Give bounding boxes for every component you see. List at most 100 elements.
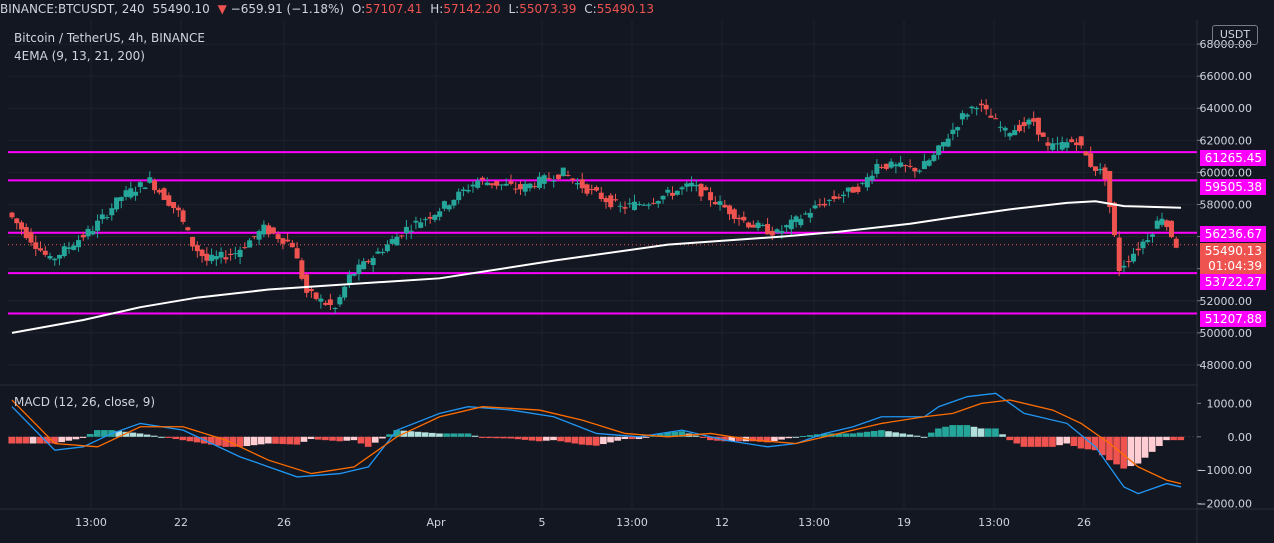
level-label: 61265.45: [1200, 150, 1266, 166]
candle-body: [370, 258, 376, 265]
macd-histogram-bar: [357, 436, 365, 444]
macd-histogram-bar: [1013, 436, 1021, 444]
candle-body: [180, 210, 186, 222]
macd-histogram-bar: [300, 436, 308, 442]
candle-body: [926, 160, 932, 166]
candle-body: [38, 248, 44, 251]
candle-body: [190, 236, 196, 247]
currency-unit-button[interactable]: USDT: [1212, 25, 1258, 45]
macd-histogram-bar: [970, 426, 978, 437]
candle-body: [522, 183, 528, 192]
candle-body: [47, 255, 53, 259]
candle-body: [1092, 166, 1098, 171]
candle-body: [418, 222, 424, 228]
candle-body: [1021, 122, 1027, 127]
macd-histogram-bar: [621, 436, 629, 440]
macd-histogram-bar: [564, 436, 572, 443]
macd-histogram-bar: [222, 436, 229, 447]
chart-title: Bitcoin / TetherUS, 4h, BINANCE: [14, 31, 205, 45]
candle-body: [598, 192, 604, 199]
macd-histogram-bar: [279, 436, 286, 445]
candle-body: [584, 184, 590, 194]
macd-histogram-bar: [158, 436, 165, 438]
macd-line: [11, 392, 1182, 495]
candle-body: [475, 180, 481, 188]
macd-histogram-bar: [764, 436, 771, 443]
candle-body: [280, 238, 286, 244]
candle-body: [974, 108, 980, 110]
candle-body: [560, 167, 566, 177]
macd-histogram-bar: [386, 434, 393, 437]
macd-histogram-bar: [129, 432, 137, 437]
macd-histogram-bar: [143, 434, 151, 437]
candle-body: [788, 219, 794, 230]
candle-body: [209, 254, 215, 262]
y-tick-label: 60000.00: [1200, 166, 1253, 179]
candle-body: [746, 222, 752, 228]
macd-histogram-bar: [706, 436, 714, 441]
candle-body: [722, 204, 728, 208]
candle-body: [883, 163, 889, 169]
candle-body: [831, 196, 837, 200]
x-tick-label: 26: [277, 516, 291, 529]
candle-body: [1083, 151, 1089, 156]
candle-body: [921, 161, 927, 170]
macd-histogram-bar: [528, 436, 536, 441]
macd-histogram-bar: [1063, 436, 1071, 444]
candle-body: [1130, 253, 1136, 262]
candle-body: [1040, 132, 1046, 137]
indicator-legend[interactable]: 4EMA (9, 13, 21, 200): [14, 49, 145, 63]
candle-body: [1164, 220, 1170, 227]
candle-body: [57, 254, 63, 259]
candle-body: [536, 176, 542, 188]
candle-body: [964, 114, 970, 117]
candle-body: [508, 181, 514, 184]
candle-body: [1116, 237, 1122, 271]
macd-histogram-bar: [835, 433, 842, 437]
high-label: H:: [430, 2, 444, 16]
candle-body: [118, 197, 124, 202]
macd-histogram-bar: [721, 436, 728, 442]
candle-body: [902, 165, 908, 167]
candle-body: [708, 192, 714, 201]
candle-body: [1140, 241, 1146, 249]
macd-histogram-bar: [371, 436, 379, 443]
candle-body: [836, 196, 842, 199]
macd-histogram-bar: [343, 436, 351, 441]
macd-histogram-bar: [927, 432, 935, 437]
candle-body: [256, 231, 262, 240]
candle-body: [750, 224, 756, 228]
macd-histogram-bar: [172, 436, 180, 440]
macd-histogram-bar: [250, 436, 258, 446]
macd-histogram-bar: [913, 435, 921, 437]
candle-body: [679, 187, 685, 190]
candle-body: [888, 161, 894, 168]
macd-histogram-bar: [272, 436, 279, 444]
candle-body: [503, 183, 509, 186]
macd-histogram-bar: [500, 436, 507, 439]
candle-body: [85, 228, 91, 237]
macd-histogram-bar: [486, 436, 493, 439]
candle-body: [879, 166, 885, 168]
candle-body: [574, 183, 580, 185]
candle-body: [128, 188, 134, 198]
candle-body: [19, 222, 24, 230]
candle-body: [66, 247, 72, 249]
candle-body: [327, 299, 333, 305]
candle-body: [1064, 142, 1070, 148]
macd-histogram-bar: [571, 436, 579, 444]
candle-body: [356, 264, 362, 274]
candle-body: [451, 199, 457, 206]
macd-histogram-bar: [1163, 436, 1170, 441]
macd-histogram-bar: [635, 436, 643, 440]
macd-histogram-bar: [101, 430, 108, 437]
macd-histogram-bar: [749, 436, 757, 442]
macd-histogram-bar: [51, 436, 58, 444]
symbol-title[interactable]: BINANCE:BTCUSDT, 240: [0, 2, 145, 16]
macd-legend[interactable]: MACD (12, 26, close, 9): [14, 395, 156, 409]
y-tick-label: 64000.00: [1200, 102, 1253, 115]
macd-histogram-bar: [607, 436, 614, 443]
candle-body: [361, 261, 367, 270]
candle-body: [1002, 127, 1008, 131]
